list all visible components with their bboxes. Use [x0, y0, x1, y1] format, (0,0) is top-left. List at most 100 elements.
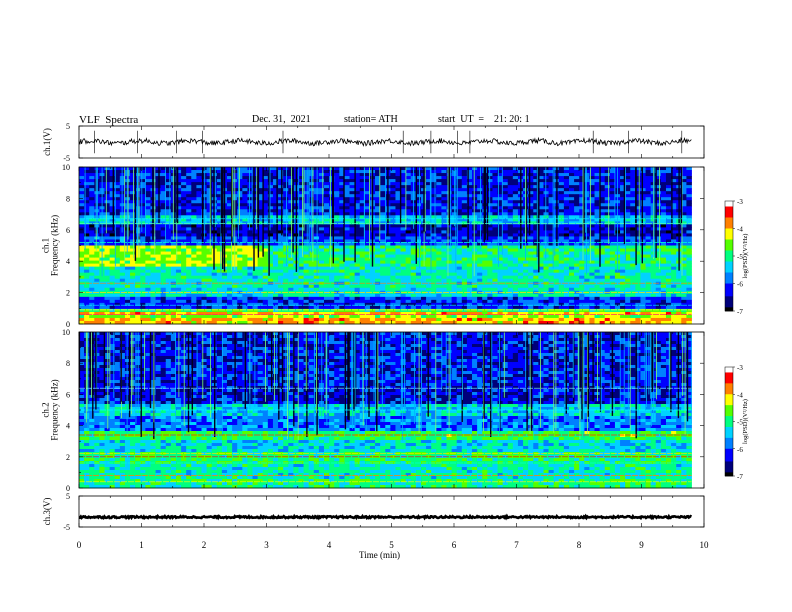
spectrogram-cell	[170, 311, 177, 316]
spectrogram-cell	[318, 254, 325, 258]
spectrogram-cell	[165, 260, 172, 265]
spectrogram-cell	[334, 296, 340, 301]
spectrogram-cell	[186, 266, 192, 271]
spectrogram-cell	[303, 320, 310, 325]
spectrogram-cell	[339, 206, 345, 210]
spectrogram-cell	[380, 176, 386, 180]
spectrogram-cell	[548, 248, 555, 252]
spectrogram-cell	[502, 206, 509, 210]
spectrogram-cell	[170, 305, 177, 310]
spectrogram-cell	[206, 170, 213, 174]
spectrogram-cell	[461, 176, 468, 180]
spectrogram-cell	[175, 200, 182, 204]
spectrogram-cell	[436, 185, 442, 189]
spectrogram-cell	[196, 275, 202, 280]
spectrogram-cell	[165, 179, 172, 183]
spectrogram-cell	[104, 272, 111, 277]
spectrogram-cell	[155, 254, 162, 258]
spectrogram-cell	[283, 269, 289, 274]
spectrogram-cell	[512, 299, 519, 304]
spectrogram-cell	[502, 320, 509, 325]
spectrogram-cell	[482, 299, 488, 304]
spectrogram-cell	[466, 179, 473, 183]
spectrogram-cell	[79, 203, 85, 207]
spectrogram-cell	[492, 182, 498, 186]
spectrogram-cell	[140, 251, 146, 255]
spectrogram-cell	[502, 218, 509, 222]
spectrogram-cell	[232, 287, 238, 292]
spectrogram-cell	[89, 308, 95, 313]
spectrogram-cell	[298, 284, 304, 289]
spectrogram-cell	[283, 305, 289, 310]
spectrogram-cell	[242, 314, 248, 319]
spectrogram-cell	[497, 221, 504, 225]
spectrogram-cell	[318, 179, 325, 183]
spectrogram-cell	[303, 203, 310, 207]
spectrogram-cell	[130, 248, 136, 252]
spectrogram-cell	[181, 179, 187, 183]
spectrogram-cell	[329, 260, 335, 265]
spectrogram-cell	[124, 182, 131, 186]
spectrogram-cell	[441, 170, 447, 174]
spectrogram-cell	[441, 305, 447, 310]
spectrogram-cell	[119, 188, 126, 192]
spectrogram-cell	[512, 308, 519, 313]
spectrogram-cell	[288, 308, 294, 313]
spectrogram-cell	[324, 179, 330, 183]
spectrogram-cell	[349, 203, 356, 207]
spectrogram-cell	[431, 179, 437, 183]
spectrogram-cell	[364, 269, 371, 274]
spectrogram-cell	[466, 197, 473, 201]
spectrogram-cell	[548, 176, 555, 180]
spectrogram-cell	[533, 302, 539, 307]
spectrogram-cell	[130, 245, 136, 249]
spectrogram-cell	[196, 167, 202, 171]
spectrogram-cell	[114, 227, 121, 231]
spectrogram-cell	[186, 203, 192, 207]
spectrogram-cell	[548, 203, 555, 207]
spectrogram-cell	[109, 173, 116, 177]
spectrogram-cell	[160, 260, 167, 265]
spectrogram-cell	[242, 236, 248, 240]
spectrogram-cell	[390, 236, 396, 240]
spectrogram-cell	[247, 248, 253, 252]
spectrogram-cell	[461, 215, 468, 219]
spectrogram-cell	[375, 212, 381, 216]
spectrogram-cell	[385, 296, 391, 301]
spectrogram-cell	[364, 206, 371, 210]
spectrogram-cell	[313, 263, 320, 268]
spectrogram-cell	[354, 188, 361, 192]
spectrogram-cell	[543, 194, 549, 198]
spectrogram-cell	[247, 251, 253, 255]
spectrogram-cell	[160, 296, 167, 301]
spectrogram-cell	[140, 311, 146, 316]
spectrogram-cell	[283, 260, 289, 265]
spectrogram-cell	[466, 320, 473, 325]
spectrogram-cell	[262, 308, 269, 313]
spectrogram-cell	[334, 269, 340, 274]
spectrogram-cell	[288, 320, 294, 325]
spectrogram-cell	[104, 215, 111, 219]
spectrogram-cell	[206, 287, 213, 292]
spectrogram-cell	[170, 251, 177, 255]
spectrogram-cell	[84, 299, 90, 304]
spectrogram-cell	[415, 302, 422, 307]
spectrogram-cell	[324, 212, 330, 216]
spectrogram-cell	[461, 209, 468, 213]
spectrogram-cell	[477, 236, 483, 240]
spectrogram-cell	[395, 194, 401, 198]
spectrogram-cell	[364, 284, 371, 289]
spectrogram-cell	[89, 260, 95, 265]
spectrogram-cell	[278, 215, 284, 219]
spectrogram-cell	[186, 272, 192, 277]
spectrogram-cell	[400, 221, 407, 225]
spectrogram-cell	[318, 317, 325, 322]
spectrogram-cell	[257, 230, 264, 234]
spectrogram-cell	[79, 299, 85, 304]
spectrogram-cell	[369, 284, 376, 289]
spectrogram-cell	[517, 284, 524, 289]
spectrogram-cell	[334, 221, 340, 225]
spectrogram-cell	[436, 218, 442, 222]
spectrogram-cell	[349, 317, 356, 322]
spectrogram-cell	[502, 248, 509, 252]
